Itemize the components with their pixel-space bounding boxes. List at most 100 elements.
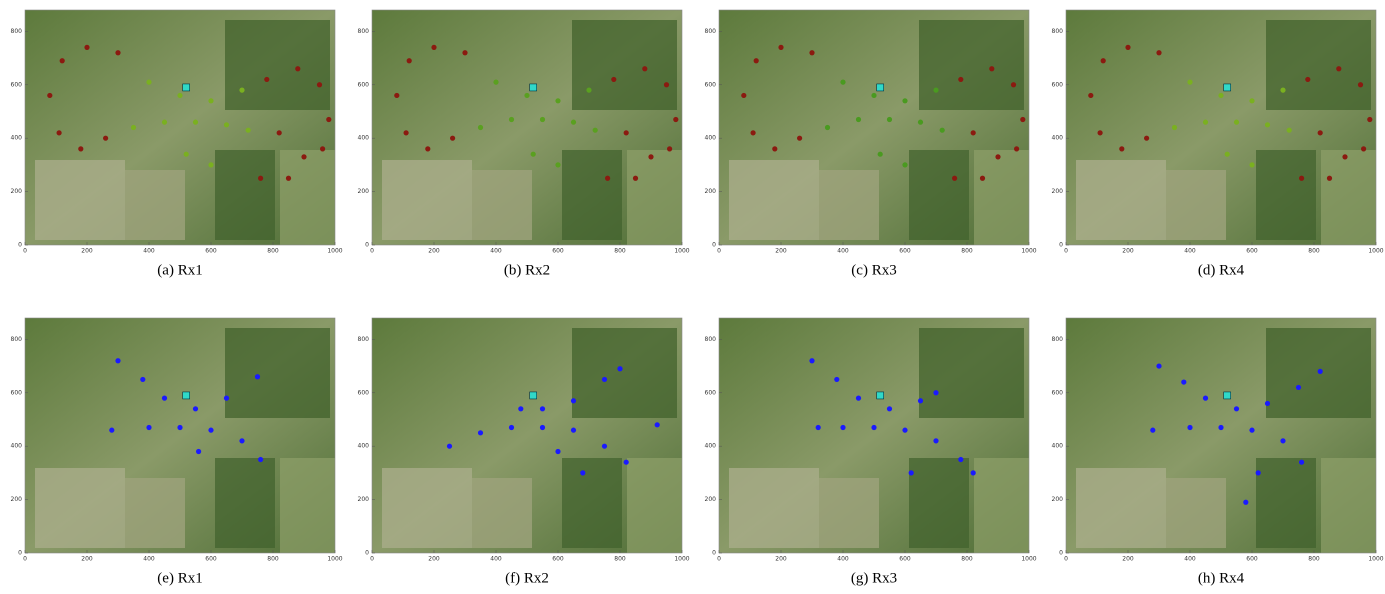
- panel-caption: (f) Rx2: [505, 570, 549, 586]
- map-field: [1076, 160, 1166, 240]
- trajectory-point: [809, 50, 814, 55]
- trajectory-point: [224, 396, 229, 401]
- trajectory-point: [555, 162, 560, 167]
- x-tick-label: 200: [775, 248, 787, 255]
- trajectory-point: [648, 154, 653, 159]
- trajectory-point: [462, 50, 467, 55]
- trajectory-point: [1172, 125, 1177, 130]
- x-tick-label: 0: [370, 248, 374, 255]
- x-tick-label: 800: [614, 556, 626, 563]
- trajectory-point: [797, 136, 802, 141]
- trajectory-point: [1318, 369, 1323, 374]
- trajectory-point: [1203, 396, 1208, 401]
- y-tick-label: 600: [11, 389, 23, 396]
- y-tick-label: 800: [358, 28, 370, 35]
- map-forest: [215, 458, 275, 548]
- trajectory-point: [593, 128, 598, 133]
- trajectory-point: [918, 120, 923, 125]
- trajectory-point: [540, 406, 545, 411]
- y-tick-label: 800: [705, 336, 717, 343]
- trajectory-point: [1299, 460, 1304, 465]
- trajectory-point: [208, 428, 213, 433]
- trajectory-point: [871, 425, 876, 430]
- panel-caption: (a) Rx1: [157, 262, 202, 278]
- y-tick-label: 800: [705, 28, 717, 35]
- trajectory-point: [856, 396, 861, 401]
- map-forest: [1256, 150, 1316, 240]
- trajectory-point: [1098, 130, 1103, 135]
- trajectory-point: [1305, 77, 1310, 82]
- x-tick-label: 600: [552, 248, 564, 255]
- trajectory-point: [887, 406, 892, 411]
- trajectory-point: [208, 98, 213, 103]
- trajectory-point: [425, 146, 430, 151]
- trajectory-point: [751, 130, 756, 135]
- trajectory-point: [571, 120, 576, 125]
- trajectory-point: [47, 93, 52, 98]
- trajectory-point: [1280, 88, 1285, 93]
- x-tick-label: 800: [267, 248, 279, 255]
- x-tick-label: 400: [490, 248, 502, 255]
- x-tick-label: 400: [1184, 248, 1196, 255]
- x-tick-label: 400: [837, 556, 849, 563]
- x-tick-label: 0: [1064, 248, 1068, 255]
- trajectory-point: [246, 128, 251, 133]
- x-tick-label: 0: [717, 248, 721, 255]
- trajectory-point: [555, 98, 560, 103]
- trajectory-point: [431, 45, 436, 50]
- y-tick-label: 200: [11, 496, 23, 503]
- x-tick-label: 600: [899, 248, 911, 255]
- y-tick-label: 200: [1052, 496, 1064, 503]
- trajectory-point: [940, 128, 945, 133]
- x-tick-label: 800: [1308, 248, 1320, 255]
- trajectory-point: [540, 117, 545, 122]
- map-field: [1166, 478, 1226, 548]
- map-forest: [1266, 20, 1371, 110]
- map-field: [1166, 170, 1226, 240]
- trajectory-point: [540, 425, 545, 430]
- trajectory-point: [224, 122, 229, 127]
- trajectory-point: [509, 425, 514, 430]
- trajectory-point: [326, 117, 331, 122]
- trajectory-point: [571, 398, 576, 403]
- map-field: [819, 170, 879, 240]
- trajectory-point: [146, 425, 151, 430]
- y-tick-label: 600: [1052, 81, 1064, 88]
- trajectory-point: [673, 117, 678, 122]
- trajectory-point: [1249, 428, 1254, 433]
- trajectory-point: [193, 406, 198, 411]
- trajectory-point: [478, 430, 483, 435]
- trajectory-point: [580, 470, 585, 475]
- x-tick-label: 1000: [1021, 556, 1036, 563]
- trajectory-point: [57, 130, 62, 135]
- trajectory-point: [1234, 120, 1239, 125]
- trajectory-point: [1020, 117, 1025, 122]
- trajectory-point: [103, 136, 108, 141]
- x-tick-label: 200: [1122, 248, 1134, 255]
- trajectory-point: [115, 358, 120, 363]
- map-field: [35, 468, 125, 548]
- trajectory-point: [295, 66, 300, 71]
- trajectory-point: [1234, 406, 1239, 411]
- y-tick-label: 800: [11, 28, 23, 35]
- map-forest: [572, 328, 677, 418]
- trajectory-point: [162, 396, 167, 401]
- trajectory-point: [602, 377, 607, 382]
- x-tick-label: 600: [205, 248, 217, 255]
- trajectory-point: [518, 406, 523, 411]
- trajectory-point: [856, 117, 861, 122]
- x-tick-label: 1000: [327, 248, 342, 255]
- receiver-marker: [1224, 392, 1231, 399]
- x-tick-label: 400: [143, 248, 155, 255]
- trajectory-point: [1327, 176, 1332, 181]
- trajectory-point: [162, 120, 167, 125]
- trajectory-point: [642, 66, 647, 71]
- trajectory-point: [617, 366, 622, 371]
- trajectory-point: [664, 82, 669, 87]
- trajectory-point: [1256, 470, 1261, 475]
- panel-caption: (e) Rx1: [157, 570, 202, 586]
- trajectory-point: [995, 154, 1000, 159]
- y-tick-label: 200: [1052, 188, 1064, 195]
- trajectory-point: [1265, 401, 1270, 406]
- map-forest: [1256, 458, 1316, 548]
